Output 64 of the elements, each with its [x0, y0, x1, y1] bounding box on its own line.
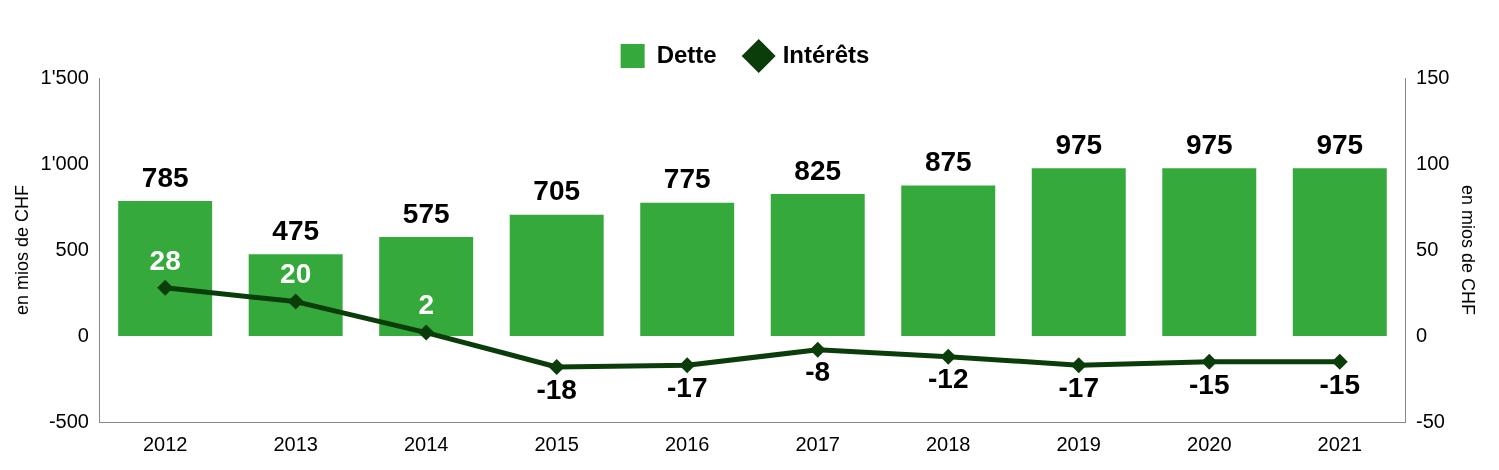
x-tick-label: 2012 — [142, 432, 188, 455]
data-label: -8 — [805, 356, 831, 388]
point — [940, 348, 957, 365]
y-tick-label: -500 — [48, 409, 89, 432]
data-label: -18 — [536, 373, 577, 405]
y-tick-label: 1'500 — [40, 65, 89, 88]
data-label: 975 — [1316, 129, 1364, 161]
data-label: 775 — [663, 163, 711, 195]
point — [679, 357, 696, 374]
bar — [509, 214, 604, 336]
bar — [1031, 168, 1126, 336]
data-label: -15 — [1189, 368, 1230, 400]
data-label: 875 — [924, 146, 972, 178]
data-label: -17 — [1058, 371, 1099, 403]
y-tick-label: 500 — [55, 237, 89, 260]
data-label: 825 — [794, 154, 842, 186]
data-label: 975 — [1185, 129, 1233, 161]
point — [809, 341, 826, 358]
bar — [901, 185, 996, 336]
y-tick-label: 0 — [77, 323, 89, 346]
y2-tick-label: 150 — [1416, 65, 1450, 88]
data-label: -12 — [928, 363, 969, 395]
x-tick-label: 2020 — [1187, 432, 1232, 455]
point — [418, 324, 435, 341]
point — [548, 358, 565, 375]
y2-tick-label: -50 — [1416, 409, 1445, 432]
data-label: 20 — [280, 258, 312, 290]
x-tick-label: 2014 — [403, 432, 449, 455]
x-tick-label: 2017 — [795, 432, 840, 455]
point — [287, 293, 304, 310]
y2-tick-label: 0 — [1416, 323, 1428, 346]
point — [1201, 353, 1218, 370]
point — [1070, 357, 1087, 374]
legend-label: Intérêts — [782, 40, 870, 68]
bar — [1162, 168, 1257, 336]
data-label: 575 — [402, 197, 450, 229]
y2-axis-title: en mios de CHF — [1458, 184, 1479, 316]
data-label: 2 — [418, 289, 434, 321]
bar — [770, 194, 865, 336]
x-tick-label: 2013 — [273, 432, 318, 455]
legend-label: Dette — [656, 40, 717, 68]
data-label: 785 — [141, 161, 189, 193]
bar — [379, 237, 474, 336]
point — [1331, 353, 1348, 370]
x-tick-label: 2015 — [534, 432, 579, 455]
data-label: 475 — [272, 215, 320, 247]
bar — [118, 200, 213, 336]
data-label: 705 — [533, 175, 581, 207]
x-tick-label: 2021 — [1317, 432, 1363, 455]
bar — [1292, 168, 1387, 336]
x-tick-label: 2019 — [1056, 432, 1101, 455]
data-label: -17 — [666, 371, 708, 403]
data-label: 975 — [1055, 129, 1103, 161]
bar — [248, 254, 343, 336]
point — [157, 279, 174, 296]
y2-tick-label: 50 — [1416, 237, 1439, 260]
y-tick-label: 1'000 — [40, 151, 89, 174]
x-tick-label: 2018 — [925, 432, 971, 455]
bar — [640, 202, 735, 336]
y-axis-title: en mios de CHF — [11, 184, 32, 316]
data-label: 28 — [149, 244, 181, 276]
data-label: -15 — [1319, 368, 1361, 400]
x-tick-label: 2016 — [664, 432, 710, 455]
y2-tick-label: 100 — [1416, 151, 1450, 174]
